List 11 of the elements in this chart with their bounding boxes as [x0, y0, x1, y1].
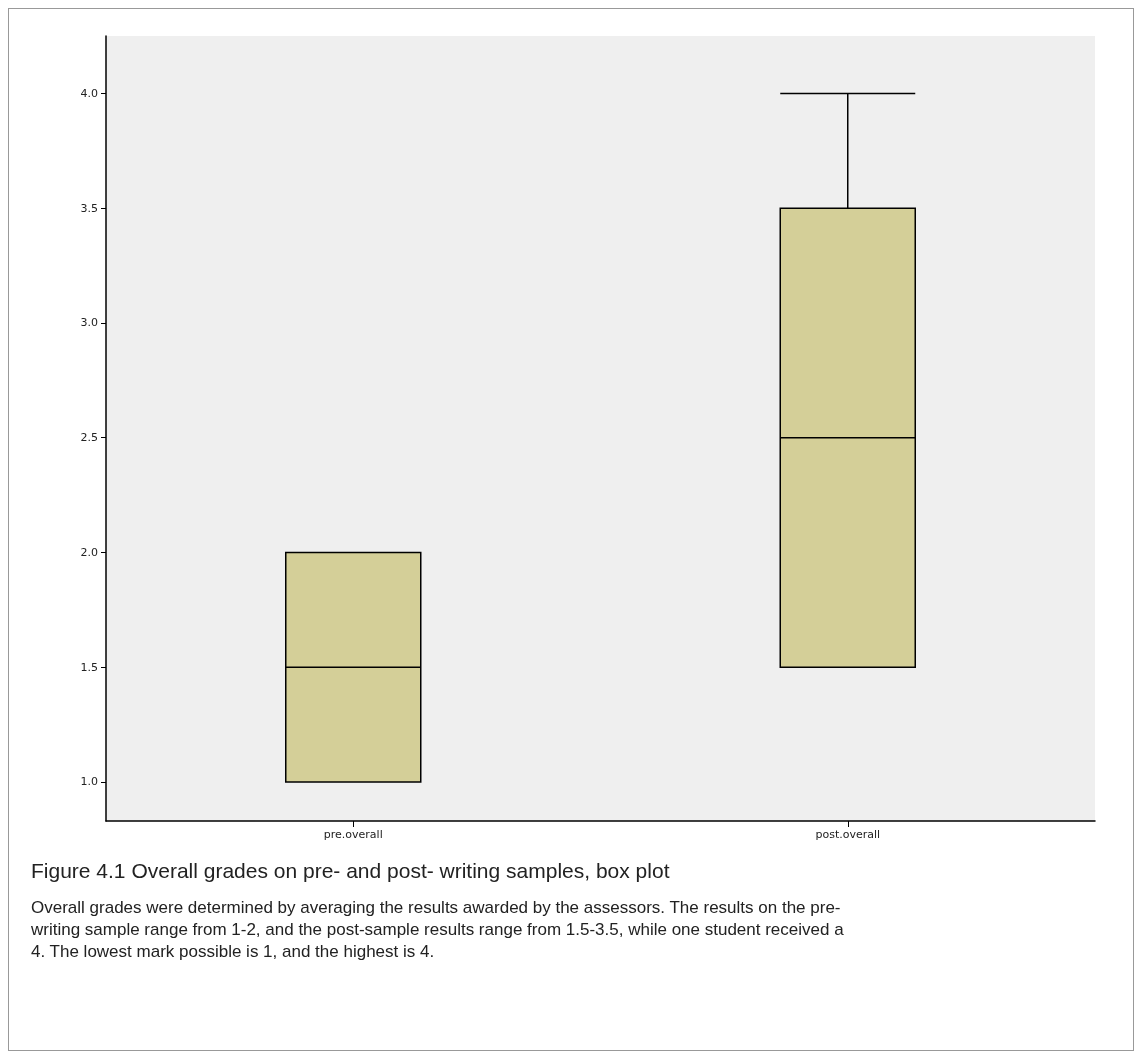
text: Overall grades were determined by averaging the results awarded by the assessors. The results on the pre- writing sample range from 1-2, and the post-sample results range from 1.5-3.5, while one student received a 4. The lowest mark possible is 1, and the highest is 4. [31, 897, 845, 963]
y-tick-label: 3.0 [80, 316, 98, 330]
y-tick-label: 2.5 [80, 431, 98, 445]
y-tick-label: 3.5 [80, 201, 98, 215]
y-tick-label: 1.5 [80, 660, 98, 674]
y-tick-label: 1.0 [80, 775, 98, 789]
text: Figure 4.1 Overall grades on pre- and post- writing samples, box plot [31, 859, 671, 883]
y-tick-label: 2.0 [80, 545, 98, 559]
y-tick-label: 4.0 [80, 86, 98, 100]
x-tick-label: post.overall [815, 828, 881, 841]
x-tick-label: pre.overall [323, 828, 383, 841]
